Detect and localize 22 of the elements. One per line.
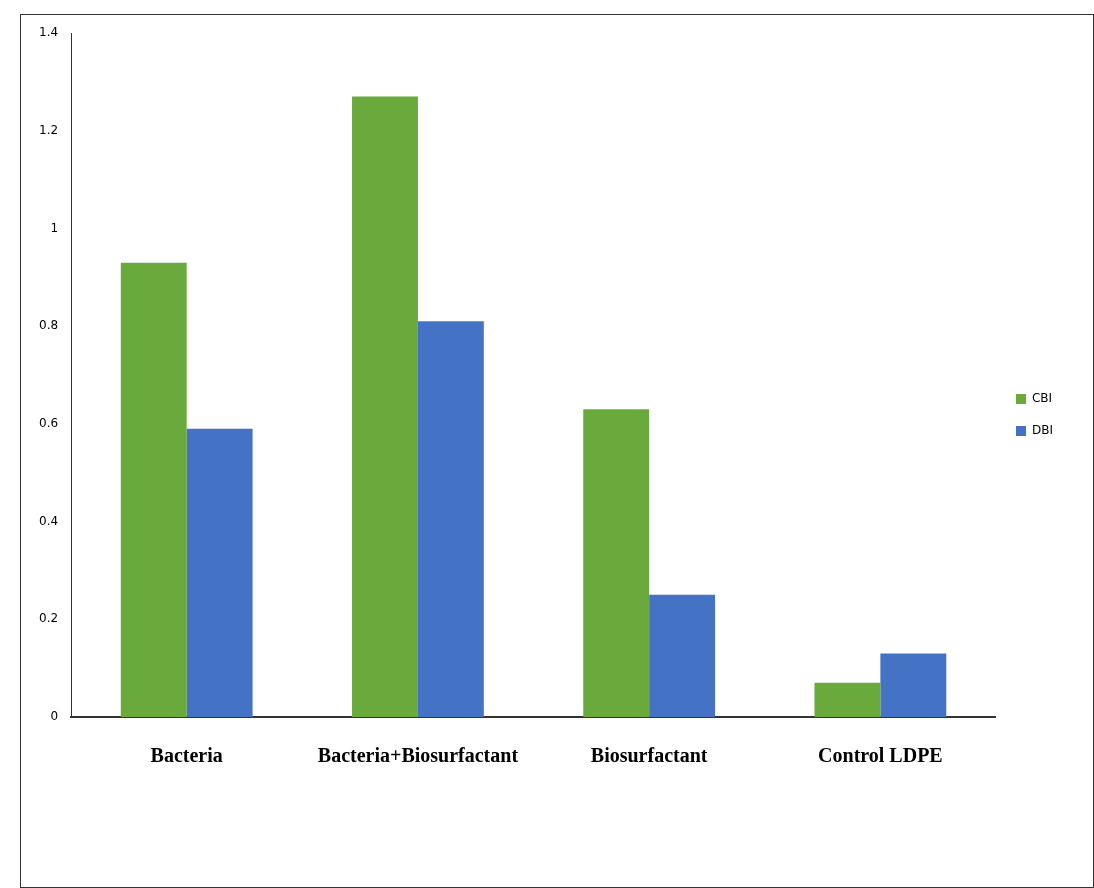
y-tick-label: 1.2 xyxy=(38,122,59,137)
bar xyxy=(352,96,418,717)
bar xyxy=(583,409,650,717)
bar xyxy=(417,321,484,717)
bar xyxy=(120,262,187,717)
y-tick-label: 0 xyxy=(50,709,59,724)
y-tick-label: 1.4 xyxy=(38,25,59,40)
y-tick-label: 0.6 xyxy=(38,415,59,430)
y-tick-label: 0.8 xyxy=(38,318,59,333)
y-tick-label: 1 xyxy=(50,220,59,235)
x-tick-label: Bacteria xyxy=(150,744,223,767)
bar xyxy=(649,594,716,717)
bar xyxy=(186,428,253,717)
bar xyxy=(880,653,947,717)
bar xyxy=(814,682,881,717)
legend-label: CBI xyxy=(1031,391,1053,406)
x-tick-label: Bacteria+Biosurfactant xyxy=(317,744,519,767)
y-tick-label: 0.2 xyxy=(38,611,59,626)
x-tick-label: Control LDPE xyxy=(818,744,943,767)
y-tick-label: 0.4 xyxy=(38,513,59,528)
legend-label: DBI xyxy=(1031,423,1053,438)
x-tick-label: Biosurfactant xyxy=(590,744,708,767)
